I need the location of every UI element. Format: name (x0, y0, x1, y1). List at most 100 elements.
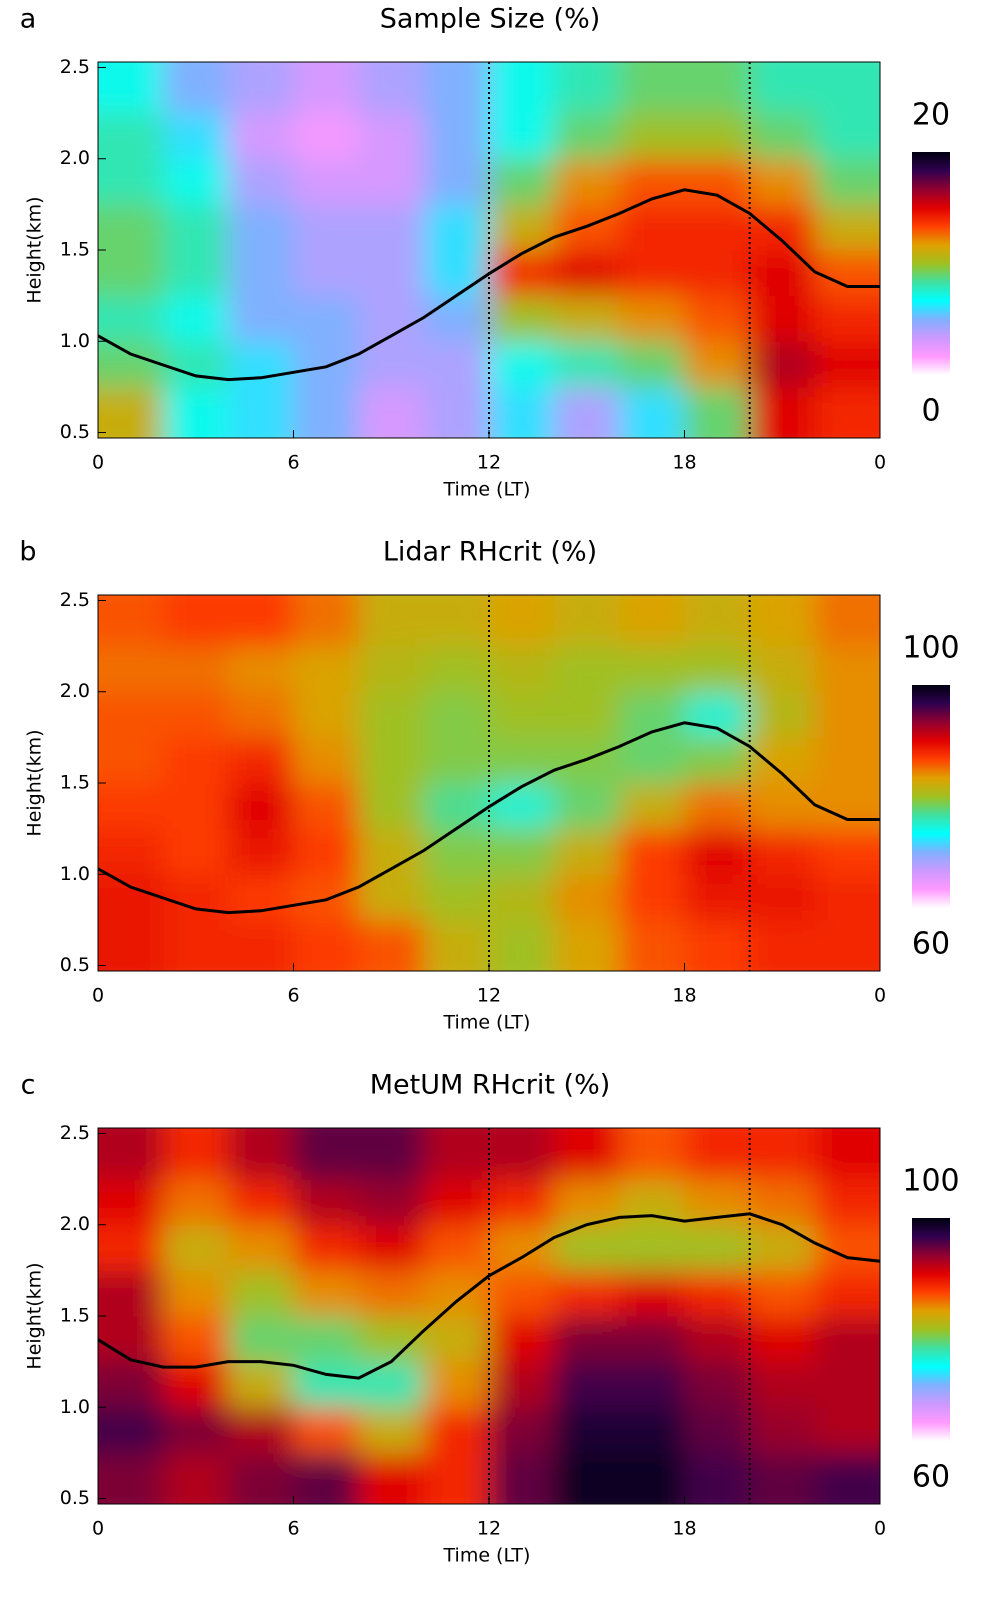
heatmap-cell (358, 204, 425, 251)
heatmap-cell (489, 1128, 555, 1180)
heatmap-cell (163, 158, 229, 205)
colorbar-label: 60 (912, 1460, 950, 1495)
heatmap-cell (358, 1452, 425, 1504)
heatmap-cells (98, 595, 880, 971)
heatmap-cell (749, 1316, 816, 1363)
heatmap-cell (814, 386, 880, 438)
heatmap-cell (749, 341, 816, 388)
heatmap-cell (749, 386, 816, 438)
heatmap-cell (228, 1407, 294, 1454)
heatmap (98, 62, 880, 438)
y-tick-label: 2.0 (60, 147, 90, 169)
heatmap-cell (619, 62, 685, 114)
heatmap-cell (749, 1128, 816, 1180)
heatmap-cell (163, 1270, 229, 1317)
heatmap-cell (423, 1128, 490, 1180)
heatmap-cell (98, 595, 164, 647)
profile-line (97, 1212, 881, 1380)
panel-letter: c (21, 1070, 36, 1101)
chart-title: Lidar RHcrit (%) (383, 537, 597, 568)
x-tick-label: 12 (477, 1518, 501, 1540)
heatmap-cell (619, 158, 685, 205)
heatmap-cell (228, 783, 294, 830)
heatmap-cell (749, 1270, 816, 1317)
heatmap-cell (749, 919, 816, 971)
heatmap-cell (749, 295, 816, 342)
heatmap-cell (163, 1224, 229, 1271)
heatmap-cell (554, 1361, 620, 1408)
heatmap-cell (98, 646, 164, 693)
panel-letter: b (19, 537, 36, 568)
y-tick-label: 1.5 (60, 239, 90, 261)
heatmap-cell (684, 737, 751, 784)
colorbar-label: 0 (921, 394, 940, 429)
y-tick-label: 0.5 (60, 954, 90, 976)
heatmap-cell (554, 691, 620, 738)
heatmap-cell (163, 874, 229, 921)
heatmap-cell (163, 1452, 229, 1504)
heatmap-cell (489, 1361, 555, 1408)
heatmap-cell (358, 1128, 425, 1180)
heatmap-cell (814, 646, 880, 693)
y-tick-label: 2.0 (60, 680, 90, 702)
heatmap-cell (814, 919, 880, 971)
x-tick-label: 18 (672, 1518, 696, 1540)
y-tick-label: 1.0 (60, 1396, 90, 1418)
heatmap-cell (619, 295, 685, 342)
heatmap-cell (619, 1316, 685, 1363)
heatmap-cell (228, 1452, 294, 1504)
heatmap-cell (684, 1361, 751, 1408)
heatmap-cell (554, 919, 620, 971)
heatmap-cell (423, 737, 490, 784)
heatmap-cell (98, 783, 164, 830)
heatmap-cell (98, 204, 164, 251)
x-tick-label: 0 (874, 985, 886, 1007)
heatmap-cell (228, 158, 294, 205)
heatmap-cell (423, 62, 490, 114)
heatmap-cell (423, 158, 490, 205)
heatmap-cell (358, 783, 425, 830)
heatmap-cell (619, 1452, 685, 1504)
heatmap-cell (423, 113, 490, 160)
heatmap-cell (619, 737, 685, 784)
heatmap-cell (684, 1316, 751, 1363)
heatmap-cell (358, 919, 425, 971)
heatmap-cell (98, 62, 164, 114)
heatmap-cell (423, 1179, 490, 1226)
y-tick-label: 1.0 (60, 863, 90, 885)
heatmap-cell (163, 828, 229, 875)
heatmap-cell (554, 595, 620, 647)
heatmap-cell (554, 1224, 620, 1271)
heatmap-cell (814, 250, 880, 297)
heatmap-cell (98, 1224, 164, 1271)
heatmap-cell (358, 62, 425, 114)
heatmap-cell (489, 874, 555, 921)
y-tick-label: 0.5 (60, 1487, 90, 1509)
heatmap-cell (98, 737, 164, 784)
heatmap-cell (554, 1316, 620, 1363)
heatmap-cell (293, 1128, 360, 1180)
heatmap-cell (228, 646, 294, 693)
heatmap-cell (814, 295, 880, 342)
heatmap-cell (554, 341, 620, 388)
heatmap-cell (293, 204, 360, 251)
heatmap-cell (423, 250, 490, 297)
heatmap-cell (293, 1407, 360, 1454)
x-tick-label: 6 (287, 985, 299, 1007)
x-tick-label: 0 (874, 452, 886, 474)
heatmap-cell (228, 386, 294, 438)
heatmap-cell (749, 1407, 816, 1454)
heatmap-cell (684, 1270, 751, 1317)
heatmap-cell (293, 386, 360, 438)
heatmap-cell (423, 919, 490, 971)
heatmap-cell (98, 1128, 164, 1180)
heatmap-cell (358, 1361, 425, 1408)
heatmap-cell (684, 341, 751, 388)
heatmap-cell (228, 1316, 294, 1363)
heatmap-cell (358, 1224, 425, 1271)
heatmap-cell (228, 737, 294, 784)
heatmap-cell (554, 1179, 620, 1226)
heatmap-cell (293, 874, 360, 921)
heatmap-cell (358, 1270, 425, 1317)
heatmap-cell (163, 646, 229, 693)
